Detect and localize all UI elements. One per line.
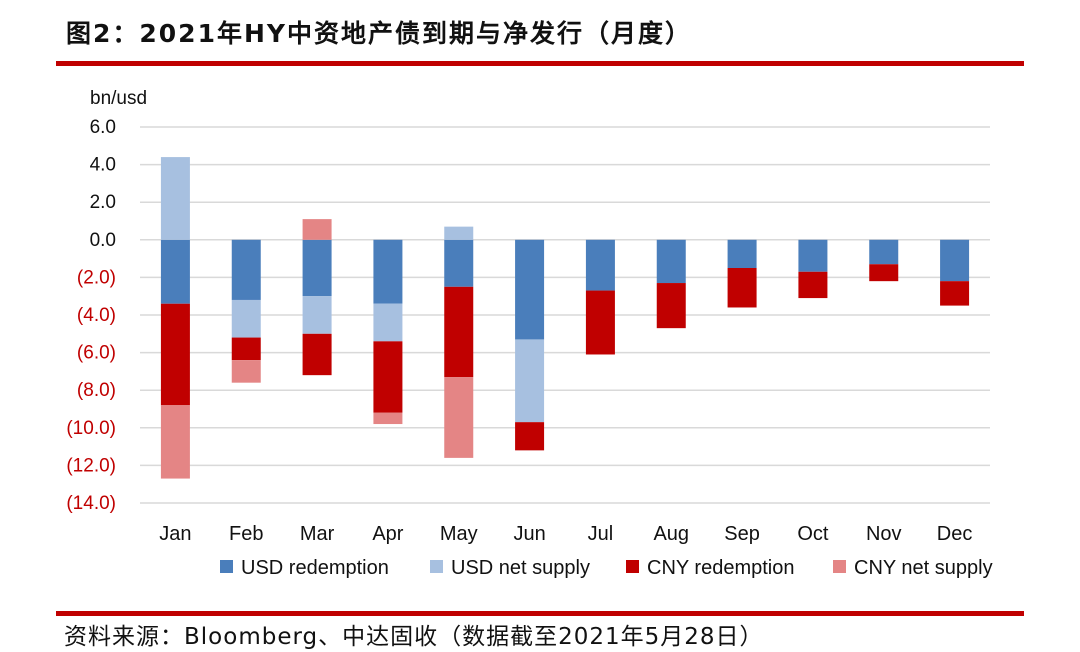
y-tick-label: (14.0)	[66, 493, 116, 514]
x-tick-label: Aug	[653, 523, 689, 545]
x-tick-label: Sep	[724, 523, 760, 545]
bar-usd-net-supply	[444, 226, 474, 240]
x-tick-label: Oct	[797, 523, 829, 545]
x-tick-label: Nov	[866, 523, 902, 545]
bar-usd-redemption	[373, 239, 403, 304]
bar-usd-net-supply	[231, 299, 261, 338]
top-rule	[56, 61, 1024, 66]
y-tick-label: (2.0)	[77, 267, 116, 288]
legend: USD redemption USD net supply CNY redempti…	[220, 557, 993, 579]
bar-cny-redemption	[515, 422, 545, 451]
y-tick-label: (4.0)	[77, 305, 116, 326]
bar-cny-redemption	[656, 283, 686, 329]
chart-title: 图2：2021年HY中资地产债到期与净发行（月度）	[66, 19, 693, 48]
x-tick-label: Apr	[372, 523, 403, 545]
x-tick-label: Mar	[300, 523, 335, 545]
bar-cny-redemption	[444, 286, 474, 378]
bar-usd-redemption	[585, 239, 615, 291]
bar-cny-redemption	[302, 333, 332, 376]
bar-cny-redemption	[160, 303, 190, 406]
bar-usd-redemption	[160, 239, 190, 304]
legend-swatch	[430, 560, 443, 573]
y-tick-label: 2.0	[90, 192, 116, 213]
legend-label: USD net supply	[451, 557, 590, 579]
x-tick-label: Dec	[937, 523, 973, 545]
x-tick-label: May	[440, 523, 478, 545]
bars	[160, 157, 970, 479]
bar-cny-redemption	[231, 337, 261, 361]
bar-cny-net-supply	[444, 377, 474, 458]
bar-usd-net-supply	[373, 303, 403, 342]
bottom-rule	[56, 611, 1024, 616]
bar-usd-net-supply	[515, 339, 545, 423]
y-tick-label: (10.0)	[66, 418, 116, 439]
y-tick-labels: 6.0 4.0 2.0 0.0 (2.0) (4.0) (6.0) (8.0) (10.0) (1…	[66, 117, 116, 514]
bar-usd-redemption	[940, 239, 970, 282]
bar-usd-redemption	[515, 239, 545, 340]
bar-cny-redemption	[798, 271, 828, 299]
x-tick-label: Jun	[513, 523, 545, 545]
bar-cny-redemption	[373, 341, 403, 413]
x-tick-label: Jul	[588, 523, 614, 545]
source-note: 资料来源：Bloomberg、中达固收（数据截至2021年5月28日）	[64, 624, 764, 650]
bar-usd-net-supply	[160, 157, 190, 240]
bar-usd-redemption	[656, 239, 686, 284]
legend-swatch	[626, 560, 639, 573]
bar-cny-net-supply	[302, 219, 332, 240]
bar-usd-redemption	[727, 239, 757, 268]
x-tick-label: Jan	[159, 523, 191, 545]
legend-label: CNY net supply	[854, 557, 993, 579]
y-tick-label: (6.0)	[77, 343, 116, 364]
bar-usd-redemption	[231, 239, 261, 300]
bar-cny-net-supply	[231, 360, 261, 383]
y-tick-label: 4.0	[90, 155, 116, 176]
grid-lines	[140, 126, 990, 504]
y-tick-label: (8.0)	[77, 380, 116, 401]
bar-usd-redemption	[798, 239, 828, 272]
bar-cny-net-supply	[160, 405, 190, 479]
bar-usd-redemption	[444, 239, 474, 287]
bar-cny-redemption	[940, 281, 970, 306]
y-tick-label: 6.0	[90, 117, 116, 138]
y-tick-label: 0.0	[90, 230, 116, 251]
bar-usd-redemption	[302, 239, 332, 297]
legend-swatch	[833, 560, 846, 573]
x-tick-labels: Jan Feb Mar Apr May Jun Jul Aug Sep Oct Nov Dec	[159, 523, 972, 545]
legend-swatch	[220, 560, 233, 573]
bar-cny-redemption	[727, 268, 757, 308]
y-unit-label: bn/usd	[90, 88, 147, 109]
bar-cny-redemption	[869, 264, 899, 282]
y-tick-label: (12.0)	[66, 455, 116, 476]
bar-cny-redemption	[585, 290, 615, 355]
bar-usd-redemption	[869, 239, 899, 265]
legend-label: USD redemption	[241, 557, 389, 579]
bar-usd-net-supply	[302, 296, 332, 334]
bar-cny-net-supply	[373, 412, 403, 425]
x-tick-label: Feb	[229, 523, 263, 545]
legend-label: CNY redemption	[647, 557, 794, 579]
